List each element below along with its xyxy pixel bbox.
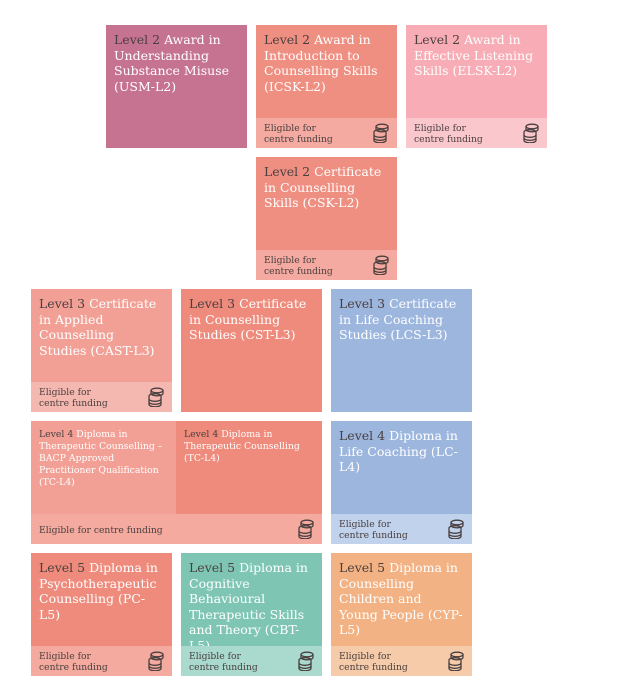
qualification-title: Diploma in Therapeutic Counselling (TC-L… — [184, 429, 300, 464]
level-label: Level 4 — [184, 429, 219, 440]
funding-label: Eligible for centre funding — [264, 255, 333, 277]
qualification-title: Diploma in Therapeutic Counselling – BAC… — [39, 429, 163, 488]
coin-stack-icon — [372, 123, 390, 143]
coin-stack-icon — [522, 123, 540, 143]
card-title: Level 2 Award in Understanding Substance… — [106, 25, 247, 94]
card-title: Level 2 Award in Effective Listening Ski… — [406, 25, 547, 79]
qualification-title: Award in Effective Listening Skills (ELS… — [414, 32, 534, 79]
card-tc-l4-bacp[interactable]: Level 4 Diploma in Therapeutic Counselli… — [31, 421, 176, 514]
card-title: Level 3 Certificate in Life Coaching Stu… — [331, 289, 472, 343]
card-lcs-l3[interactable]: Level 3 Certificate in Life Coaching Stu… — [331, 289, 472, 412]
qualification-title: Diploma in Psychotherapeutic Counselling… — [39, 560, 158, 622]
card-pc-l5[interactable]: Level 5 Diploma in Psychotherapeutic Cou… — [31, 553, 172, 676]
funding-label: Eligible for centre funding — [264, 123, 333, 145]
level-label: Level 2 — [264, 32, 311, 47]
coin-stack-icon — [147, 651, 165, 671]
funding-footer: Eligible for centre funding — [181, 646, 322, 676]
coin-stack-icon — [447, 651, 465, 671]
funding-label: Eligible for centre funding — [339, 519, 408, 541]
funding-footer: Eligible for centre funding — [331, 646, 472, 676]
level-label: Level 3 — [189, 296, 236, 311]
card-title: Level 3 Certificate in Counselling Studi… — [181, 289, 322, 343]
card-tc-l4[interactable]: Level 4 Diploma in Therapeutic Counselli… — [176, 421, 322, 514]
card-usm-l2[interactable]: Level 2 Award in Understanding Substance… — [106, 25, 247, 148]
qualification-title: Diploma in Life Coaching (LC-L4) — [339, 428, 458, 475]
card-title: Level 5 Diploma in Cognitive Behavioural… — [181, 553, 322, 654]
level-label: Level 2 — [114, 32, 161, 47]
level-label: Level 2 — [264, 164, 311, 179]
funding-label: Eligible for centre funding — [39, 387, 108, 409]
funding-label: Eligible for centre funding — [39, 525, 163, 536]
funding-label: Eligible for centre funding — [414, 123, 483, 145]
coin-stack-icon — [447, 519, 465, 539]
card-title: Level 5 Diploma in Counselling Children … — [331, 553, 472, 638]
funding-footer: Eligible for centre funding — [31, 382, 172, 412]
funding-footer: Eligible for centre funding — [31, 514, 322, 544]
funding-footer: Eligible for centre funding — [331, 514, 472, 544]
coin-stack-icon — [372, 255, 390, 275]
qualification-title: Certificate in Counselling Skills (CSK-L… — [264, 164, 382, 211]
qualification-title: Certificate in Counselling Studies (CST-… — [189, 296, 307, 343]
funding-footer: Eligible for centre funding — [406, 118, 547, 148]
card-cbt-l5[interactable]: Level 5 Diploma in Cognitive Behavioural… — [181, 553, 322, 676]
card-title: Level 5 Diploma in Psychotherapeutic Cou… — [31, 553, 172, 622]
funding-label: Eligible for centre funding — [189, 651, 258, 673]
qualification-title: Award in Understanding Substance Misuse … — [114, 32, 230, 94]
funding-label: Eligible for centre funding — [39, 651, 108, 673]
card-icsk-l2[interactable]: Level 2 Award in Introduction to Counsel… — [256, 25, 397, 148]
card-title: Level 2 Award in Introduction to Counsel… — [256, 25, 397, 94]
coin-stack-icon — [147, 387, 165, 407]
funding-footer: Eligible for centre funding — [256, 250, 397, 280]
card-csk-l2[interactable]: Level 2 Certificate in Counselling Skill… — [256, 157, 397, 280]
coin-stack-icon — [297, 651, 315, 671]
qualification-title: Diploma in Counselling Children and Youn… — [339, 560, 463, 638]
level-label: Level 5 — [189, 560, 236, 575]
level-label: Level 4 — [39, 429, 74, 440]
card-tc-l4-group[interactable]: Level 4 Diploma in Therapeutic Counselli… — [31, 421, 322, 544]
card-title: Level 3 Certificate in Applied Counselli… — [31, 289, 172, 358]
level-label: Level 5 — [39, 560, 86, 575]
level-label: Level 3 — [39, 296, 86, 311]
card-cyp-l5[interactable]: Level 5 Diploma in Counselling Children … — [331, 553, 472, 676]
level-label: Level 2 — [414, 32, 461, 47]
card-title: Level 2 Certificate in Counselling Skill… — [256, 157, 397, 211]
card-title: Level 4 Diploma in Life Coaching (LC-L4) — [331, 421, 472, 475]
card-title: Level 4 Diploma in Therapeutic Counselli… — [31, 421, 176, 489]
card-cast-l3[interactable]: Level 3 Certificate in Applied Counselli… — [31, 289, 172, 412]
coin-stack-icon — [297, 519, 315, 539]
level-label: Level 3 — [339, 296, 386, 311]
qualification-title: Diploma in Cognitive Behavioural Therape… — [189, 560, 308, 653]
level-label: Level 5 — [339, 560, 386, 575]
card-title: Level 4 Diploma in Therapeutic Counselli… — [176, 421, 322, 465]
funding-footer: Eligible for centre funding — [31, 646, 172, 676]
card-elsk-l2[interactable]: Level 2 Award in Effective Listening Ski… — [406, 25, 547, 148]
qualification-title: Award in Introduction to Counselling Ski… — [264, 32, 378, 94]
funding-label: Eligible for centre funding — [339, 651, 408, 673]
level-label: Level 4 — [339, 428, 386, 443]
funding-footer: Eligible for centre funding — [256, 118, 397, 148]
qualification-title: Certificate in Applied Counselling Studi… — [39, 296, 157, 358]
card-cst-l3[interactable]: Level 3 Certificate in Counselling Studi… — [181, 289, 322, 412]
card-lc-l4[interactable]: Level 4 Diploma in Life Coaching (LC-L4)… — [331, 421, 472, 544]
qualification-title: Certificate in Life Coaching Studies (LC… — [339, 296, 457, 343]
